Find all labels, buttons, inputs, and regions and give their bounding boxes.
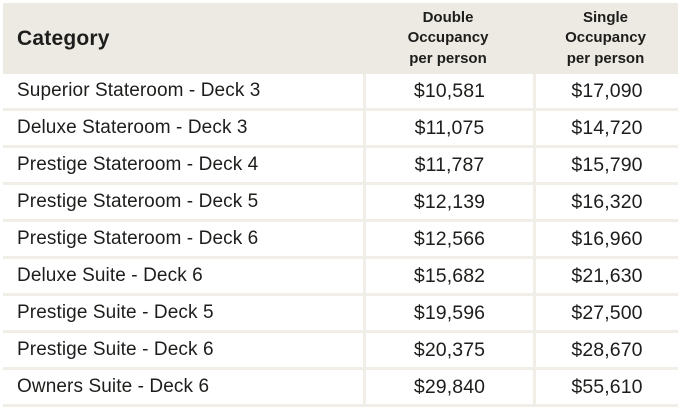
- table-row: Deluxe Suite - Deck 6 $15,682 $21,630: [3, 259, 678, 296]
- single-occupancy-cell: $28,670: [533, 333, 678, 367]
- single-occupancy-cell: $16,320: [533, 185, 678, 219]
- column-header-single-occupancy: Single Occupancy per person: [565, 9, 646, 67]
- single-occupancy-cell: $14,720: [533, 111, 678, 145]
- category-cell: Deluxe Stateroom - Deck 3: [17, 117, 248, 138]
- category-cell: Prestige Stateroom - Deck 4: [17, 154, 259, 175]
- category-cell: Prestige Stateroom - Deck 6: [17, 228, 259, 249]
- table-row: Prestige Suite - Deck 5 $19,596 $27,500: [3, 296, 678, 333]
- table-row: Prestige Stateroom - Deck 5 $12,139 $16,…: [3, 185, 678, 222]
- table-row: Superior Stateroom - Deck 3 $10,581 $17,…: [3, 74, 678, 111]
- double-occupancy-cell: $12,566: [363, 222, 533, 256]
- category-cell: Owners Suite - Deck 6: [17, 376, 210, 397]
- single-occupancy-cell: $15,790: [533, 148, 678, 182]
- table-body: Superior Stateroom - Deck 3 $10,581 $17,…: [3, 74, 678, 407]
- category-cell: Superior Stateroom - Deck 3: [17, 80, 261, 101]
- single-occupancy-cell: $16,960: [533, 222, 678, 256]
- single-occupancy-cell: $27,500: [533, 296, 678, 330]
- double-occupancy-cell: $10,581: [363, 74, 533, 108]
- table-row: Prestige Stateroom - Deck 4 $11,787 $15,…: [3, 148, 678, 185]
- double-occupancy-cell: $19,596: [363, 296, 533, 330]
- single-occupancy-cell: $55,610: [533, 370, 678, 404]
- category-cell: Prestige Suite - Deck 6: [17, 339, 214, 360]
- column-header-category: Category: [17, 26, 110, 50]
- double-occupancy-cell: $12,139: [363, 185, 533, 219]
- single-occupancy-cell: $17,090: [533, 74, 678, 108]
- double-occupancy-cell: $15,682: [363, 259, 533, 293]
- table-row: Deluxe Stateroom - Deck 3 $11,075 $14,72…: [3, 111, 678, 148]
- table-row: Prestige Suite - Deck 6 $20,375 $28,670: [3, 333, 678, 370]
- table-row: Owners Suite - Deck 6 $29,840 $55,610: [3, 370, 678, 407]
- pricing-table: Category Double Occupancy per person Sin…: [3, 3, 678, 407]
- category-cell: Prestige Stateroom - Deck 5: [17, 191, 259, 212]
- single-occupancy-cell: $21,630: [533, 259, 678, 293]
- table-header-row: Category Double Occupancy per person Sin…: [3, 3, 678, 74]
- double-occupancy-cell: $11,075: [363, 111, 533, 145]
- category-cell: Prestige Suite - Deck 5: [17, 302, 214, 323]
- double-occupancy-cell: $20,375: [363, 333, 533, 367]
- table-row: Prestige Stateroom - Deck 6 $12,566 $16,…: [3, 222, 678, 259]
- column-header-double-occupancy: Double Occupancy per person: [407, 9, 489, 67]
- category-cell: Deluxe Suite - Deck 6: [17, 265, 203, 286]
- double-occupancy-cell: $11,787: [363, 148, 533, 182]
- double-occupancy-cell: $29,840: [363, 370, 533, 404]
